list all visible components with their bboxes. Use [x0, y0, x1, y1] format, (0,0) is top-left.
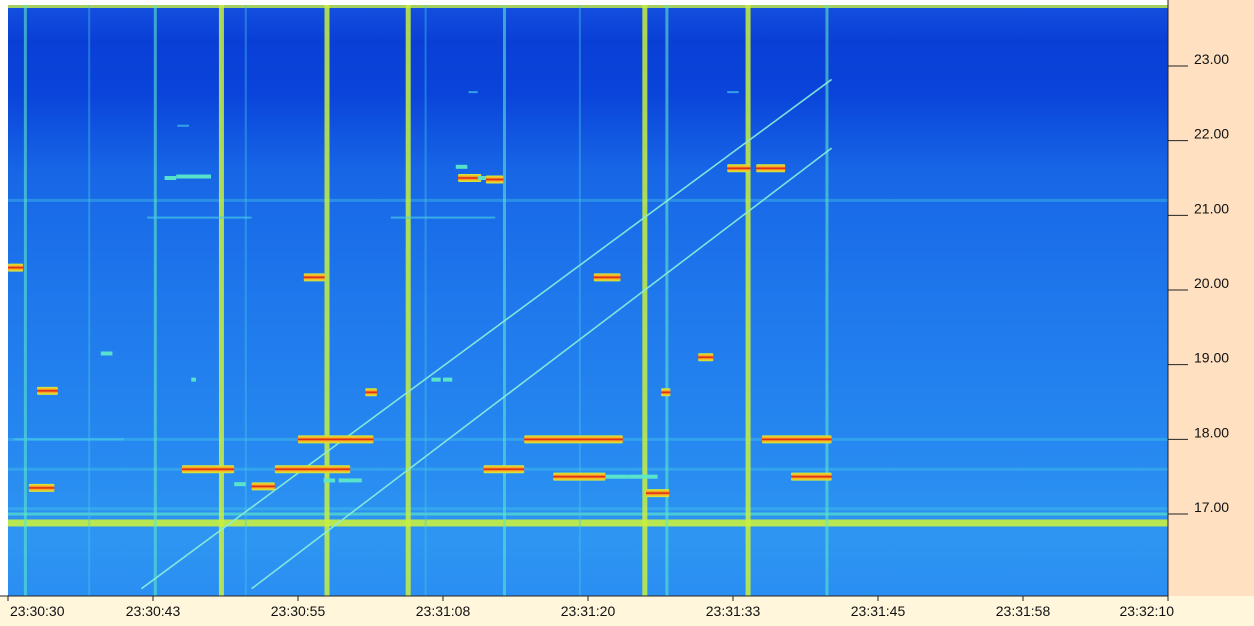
horizontal-trace: [593, 273, 621, 282]
top-edge-band: [8, 5, 1168, 8]
x-tick-label: 23:30:30: [10, 603, 65, 619]
y-tick-label: 22.00: [1194, 126, 1229, 142]
horizontal-traces: [8, 91, 832, 498]
vertical-line: [825, 5, 829, 596]
horizontal-trace: [251, 482, 275, 491]
vertical-line: [578, 5, 581, 596]
x-axis: 23:30:30 23:30:43 23:30:55 23:31:08 23:31:20…: [0, 595, 1175, 619]
horizontal-trace: [698, 353, 714, 362]
x-tick-label: 23:30:55: [271, 603, 326, 619]
y-tick-label: 19.00: [1194, 350, 1229, 366]
horizontal-trace: [661, 388, 671, 397]
persistent-band: [8, 198, 1168, 202]
vertical-line: [244, 5, 247, 596]
y-axis: 23.00 22.00 21.00 20.00 19.00 18.00 17.00: [1167, 0, 1229, 598]
bottom-axis-panel: [0, 596, 1254, 626]
horizontal-trace: [13, 438, 124, 441]
x-tick-label: 23:31:33: [706, 603, 761, 619]
vertical-line: [642, 5, 648, 596]
vertical-line: [324, 5, 330, 596]
horizontal-trace: [791, 472, 832, 481]
vertical-line: [88, 5, 91, 596]
vertical-line: [218, 5, 224, 596]
persistent-band: [8, 512, 1168, 516]
horizontal-trace: [303, 273, 325, 282]
persistent-band: [8, 519, 1168, 527]
vertical-line: [424, 5, 427, 596]
horizontal-trace: [147, 216, 252, 219]
vertical-line: [405, 5, 411, 596]
horizontal-trace: [756, 164, 786, 173]
horizontal-trace: [234, 482, 246, 487]
vertical-line: [502, 5, 506, 596]
x-tick-label: 23:31:58: [996, 603, 1051, 619]
horizontal-trace: [483, 465, 525, 474]
y-tick-label: 23.00: [1194, 51, 1229, 67]
horizontal-trace: [485, 175, 504, 184]
persistent-band: [8, 507, 1168, 511]
diagonal-trace: [251, 147, 833, 590]
horizontal-trace: [443, 377, 453, 382]
vertical-line: [745, 5, 751, 596]
horizontal-trace: [727, 91, 739, 94]
y-tick-label: 18.00: [1194, 424, 1229, 440]
horizontal-trace: [37, 386, 58, 395]
vertical-line: [665, 5, 669, 596]
horizontal-trace: [8, 263, 24, 272]
horizontal-trace: [323, 478, 336, 483]
x-tick-label: 23:31:45: [851, 603, 906, 619]
vertical-lines: [23, 5, 829, 596]
spectrogram-background: [8, 5, 1168, 596]
horizontal-trace: [191, 377, 196, 382]
axis-panel: [1168, 0, 1254, 598]
y-tick-label: 20.00: [1194, 275, 1229, 291]
horizontal-trace: [605, 474, 629, 479]
y-tick-label: 21.00: [1194, 200, 1229, 216]
horizontal-trace: [28, 483, 55, 492]
x-tick-label: 23:31:08: [416, 603, 471, 619]
horizontal-trace: [182, 465, 235, 474]
diagonal-trace: [140, 78, 833, 590]
horizontal-trace: [100, 351, 113, 356]
vertical-line: [23, 5, 27, 596]
horizontal-trace: [164, 176, 177, 181]
horizontal-trace: [365, 388, 377, 397]
horizontal-trace: [762, 435, 832, 444]
horizontal-trace: [298, 435, 374, 444]
x-tick-label: 23:30:43: [126, 603, 181, 619]
horizontal-trace: [177, 124, 189, 127]
horizontal-trace: [390, 216, 496, 219]
horizontal-trace: [727, 164, 751, 173]
horizontal-trace: [458, 174, 482, 183]
horizontal-trace: [468, 91, 478, 94]
diagonal-traces: [140, 78, 833, 590]
horizontal-trace: [431, 377, 441, 382]
persistent-band: [8, 467, 1168, 471]
x-tick-label: 23:31:20: [561, 603, 616, 619]
horizontal-trace: [628, 474, 646, 479]
horizontal-trace: [553, 472, 606, 481]
vertical-line: [153, 5, 157, 596]
horizontal-trace: [176, 174, 211, 179]
horizontal-trace: [455, 164, 468, 169]
horizontal-trace: [477, 176, 490, 181]
x-tick-label: 23:32:10: [1120, 603, 1175, 619]
y-tick-label: 17.00: [1194, 499, 1229, 515]
horizontal-trace: [646, 489, 670, 498]
horizontal-trace: [646, 474, 658, 479]
horizontal-trace: [274, 465, 351, 474]
horizontal-trace: [524, 435, 623, 444]
title-strip: [0, 0, 1254, 7]
horizontal-trace: [338, 478, 362, 483]
